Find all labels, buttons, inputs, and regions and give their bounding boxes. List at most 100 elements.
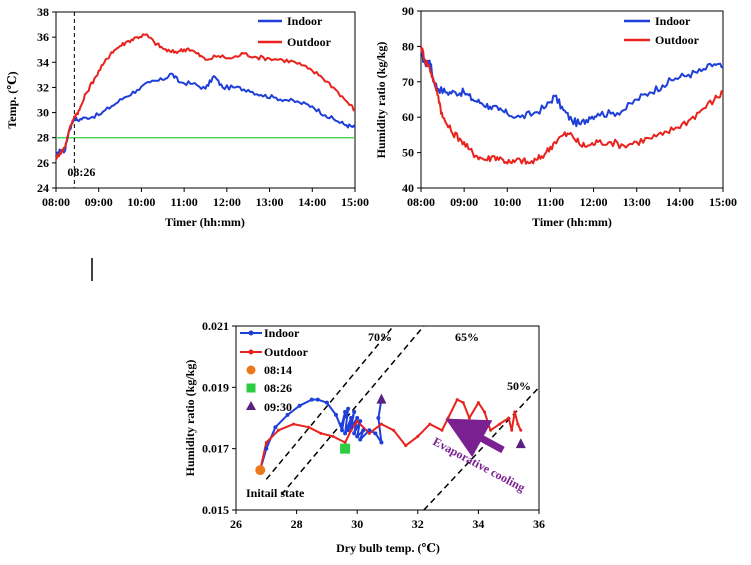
- temperature-x-tick-label: 11:00: [170, 195, 197, 209]
- temperature-legend: Indoor Outdoor: [258, 14, 332, 49]
- outdoor-data-point: [428, 422, 432, 426]
- legend-label-0930: 09:30: [264, 400, 292, 414]
- psychrometric-x-tick-label: 30: [351, 517, 363, 531]
- humidity-y-tick-label: 50: [402, 146, 414, 160]
- initial-state-annotation: Initail state: [246, 486, 305, 500]
- legend-label-outdoor: Outdoor: [287, 35, 332, 49]
- humidity-y-tick-label: 60: [402, 110, 414, 124]
- temperature-y-tick-label: 34: [37, 55, 49, 69]
- temperature-plot-frame: [55, 11, 356, 189]
- rh-label-70: 70%: [368, 330, 392, 344]
- outdoor-data-point: [276, 428, 280, 432]
- temperature-x-axis-label: Timer (hh:mm): [165, 215, 245, 229]
- indoor-data-point: [264, 446, 269, 451]
- humidity-x-tick-label: 09:00: [450, 195, 478, 209]
- humidity-y-tick-label: 90: [402, 4, 414, 18]
- indoor-data-point: [349, 425, 354, 430]
- outdoor-data-point: [461, 401, 465, 405]
- humidity-plot-frame: [420, 10, 724, 189]
- psychrometric-x-tick-label: 32: [412, 517, 424, 531]
- legend-marker-square-icon: [246, 383, 256, 393]
- humidity-series-line-outdoor: [420, 46, 724, 165]
- indoor-data-point: [373, 431, 378, 436]
- indoor-data-point: [297, 403, 302, 408]
- temperature-series-line-indoor: [55, 72, 356, 157]
- temperature-y-tick-label: 26: [37, 156, 49, 170]
- humidity-x-tick-label: 11:00: [537, 195, 564, 209]
- temperature-vline-label: 08:26: [67, 165, 95, 179]
- rh-label-50: 50%: [507, 379, 531, 393]
- indoor-data-point: [324, 400, 329, 405]
- temperature-x-tick-label: 08:00: [42, 195, 70, 209]
- indoor-data-point: [340, 428, 345, 433]
- psychrometric-y-tick-label: 0.017: [202, 442, 229, 456]
- humidity-y-axis-label: Humidity ratio (kg/kg): [374, 42, 388, 159]
- temperature-y-axis-label: Temp. (℃): [5, 71, 19, 128]
- humidity-legend: Indoor Outdoor: [624, 14, 700, 47]
- marker-0826: [340, 443, 351, 454]
- psychrometric-x-tick-label: 26: [230, 517, 242, 531]
- outdoor-data-point: [455, 398, 459, 402]
- psychrometric-y-tick-label: 0.019: [202, 380, 229, 394]
- humidity-y-tick-label: 80: [402, 39, 414, 53]
- legend-marker-triangle-icon: [246, 401, 256, 410]
- outdoor-data-point: [510, 428, 514, 432]
- rh-dashed-line-1: [280, 325, 425, 496]
- humidity-x-axis-label: Timer (hh:mm): [532, 215, 612, 229]
- indoor-data-point: [367, 428, 372, 433]
- outdoor-data-point: [343, 441, 347, 445]
- legend-label-outdoor: Outdoor: [264, 345, 309, 359]
- psychrometric-y-tick-label: 0.021: [202, 319, 229, 333]
- temperature-x-tick-label: 12:00: [213, 195, 241, 209]
- legend-label-outdoor: Outdoor: [655, 33, 700, 47]
- indoor-data-point: [343, 431, 348, 436]
- outdoor-data-point: [440, 428, 444, 432]
- outdoor-data-point: [498, 422, 502, 426]
- legend-dot-outdoor: [248, 349, 254, 355]
- outdoor-data-point: [446, 416, 450, 420]
- marker-0930: [376, 393, 387, 404]
- psychrometric-y-axis-label: Humidity ratio (kg/kg): [183, 360, 197, 477]
- indoor-data-point: [355, 434, 360, 439]
- indoor-data-point: [352, 431, 357, 436]
- psychrometric-x-tick-label: 36: [533, 517, 545, 531]
- rh-label-65: 65%: [455, 330, 479, 344]
- temperature-y-tick-label: 36: [37, 30, 49, 44]
- indoor-data-point: [376, 416, 381, 420]
- outdoor-data-point: [367, 431, 371, 435]
- psychrometric-x-tick-label: 34: [472, 517, 484, 531]
- indoor-data-point: [333, 412, 338, 417]
- legend-label-0814: 08:14: [264, 363, 292, 377]
- marker-0930-outdoor: [515, 438, 526, 449]
- legend-label-indoor: Indoor: [287, 14, 323, 28]
- outdoor-data-point: [416, 434, 420, 438]
- indoor-data-point: [361, 428, 366, 433]
- humidity-ratio-chart: 08:00 09:00 10:00 11:00 12:00 13:00 14:00 15:00…: [374, 4, 737, 229]
- outdoor-data-point: [482, 410, 486, 414]
- indoor-data-point: [309, 397, 314, 402]
- indoor-data-point: [273, 425, 278, 430]
- outdoor-data-point: [349, 428, 353, 432]
- psychrometric-x-tick-label: 28: [291, 517, 303, 531]
- temperature-x-tick-label: 09:00: [85, 195, 113, 209]
- outdoor-data-point: [519, 428, 523, 432]
- temperature-y-tick-label: 30: [37, 106, 49, 120]
- outdoor-data-point: [292, 422, 296, 426]
- temperature-x-tick-label: 13:00: [256, 195, 284, 209]
- indoor-data-point: [352, 409, 357, 414]
- outdoor-data-point: [307, 425, 311, 429]
- legend-label-0826: 08:26: [264, 381, 292, 395]
- temperature-x-tick-label: 14:00: [298, 195, 326, 209]
- temperature-y-tick-label: 24: [37, 181, 49, 195]
- marker-0814: [255, 465, 266, 476]
- outdoor-data-point: [476, 401, 480, 405]
- outdoor-data-point: [404, 444, 408, 448]
- legend-label-indoor: Indoor: [264, 326, 300, 340]
- indoor-data-point: [340, 422, 345, 427]
- indoor-data-point: [315, 397, 320, 402]
- psychrometric-chart: 26 28 30 32 34 36 0.015 0.017 0.019 0.021 Dry bul…: [183, 319, 545, 555]
- legend-marker-circle-icon: [246, 365, 256, 375]
- legend-dot-indoor: [248, 330, 254, 336]
- evaporative-cooling-arrow: [445, 418, 505, 458]
